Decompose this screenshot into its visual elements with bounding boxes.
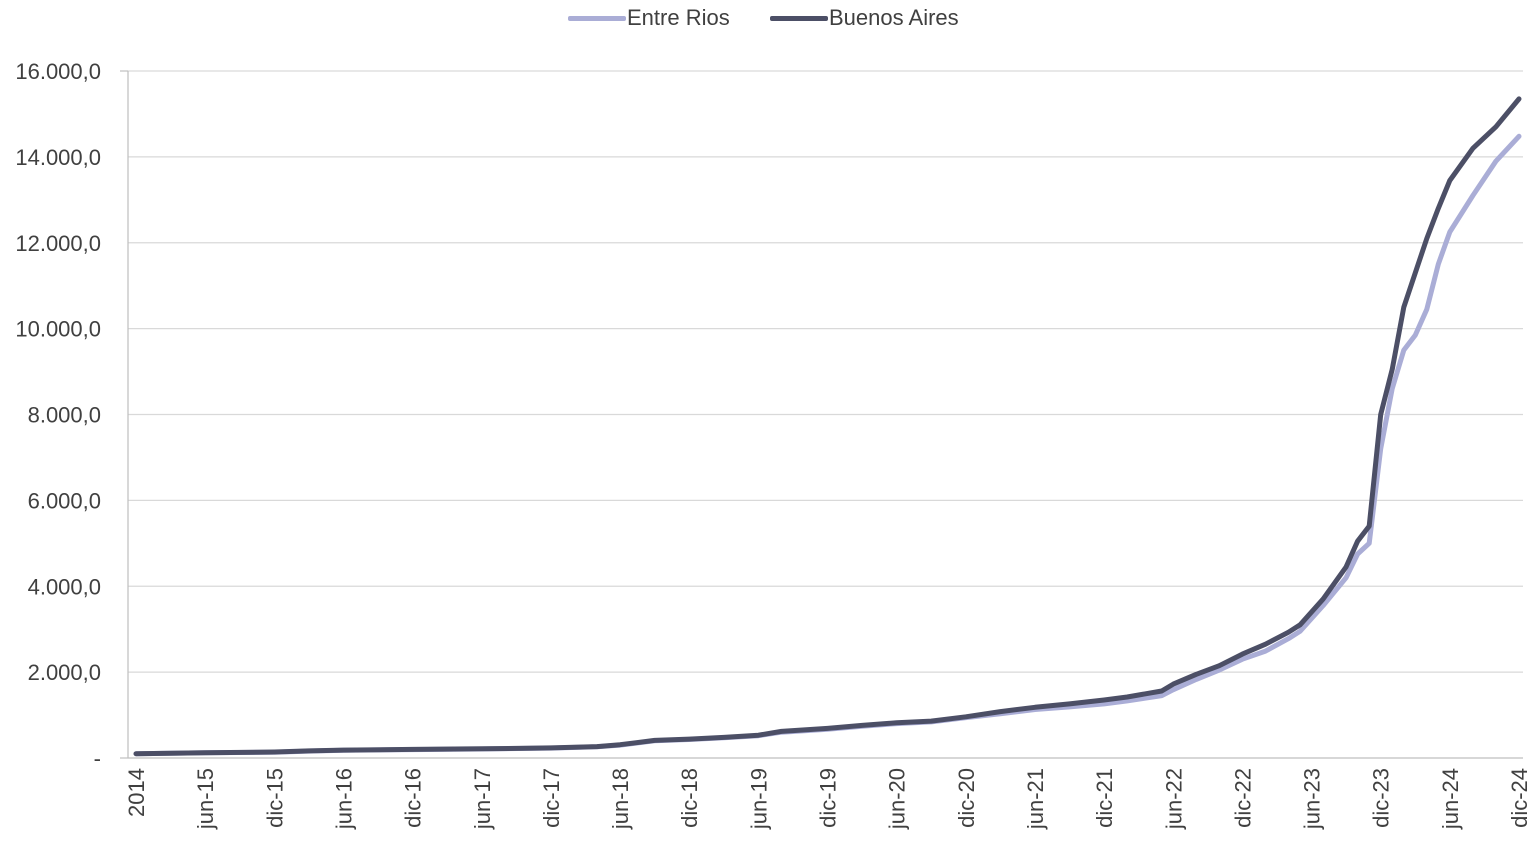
x-tick-label: jun-20	[885, 768, 910, 830]
x-tick-label: 2014	[124, 768, 149, 817]
y-tick-label: -	[94, 746, 101, 771]
x-tick-label: dic-17	[539, 768, 564, 828]
axes	[120, 70, 1523, 759]
y-axis-ticks: - 2.000,0 4.000,0 6.000,0 8.000,0 10.000,0 12.…	[15, 59, 101, 771]
x-tick-label: dic-16	[401, 768, 426, 828]
y-tick-label: 6.000,0	[28, 488, 101, 513]
x-tick-label: jun-15	[193, 768, 218, 830]
y-tick-label: 2.000,0	[28, 660, 101, 685]
x-tick-label: dic-21	[1092, 768, 1117, 828]
gridlines	[128, 70, 1523, 673]
x-tick-label: dic-15	[262, 768, 287, 828]
x-tick-label: jun-18	[608, 768, 633, 830]
y-tick-label: 16.000,0	[15, 59, 101, 84]
x-tick-label: jun-23	[1300, 768, 1325, 830]
series-line-buenos-aires	[133, 96, 1522, 757]
y-tick-label: 12.000,0	[15, 231, 101, 256]
x-tick-label: jun-16	[331, 768, 356, 830]
x-tick-label: jun-22	[1161, 768, 1186, 830]
x-tick-label: dic-20	[954, 768, 979, 828]
x-tick-label: jun-17	[470, 768, 495, 830]
x-tick-label: dic-23	[1369, 768, 1394, 828]
x-axis-ticks: 2014 jun-15 dic-15 jun-16 dic-16 jun-17 dic-17…	[124, 768, 1532, 830]
x-tick-label: jun-21	[1023, 768, 1048, 830]
y-tick-label: 4.000,0	[28, 574, 101, 599]
y-tick-label: 8.000,0	[28, 403, 101, 428]
x-tick-label: jun-24	[1438, 768, 1463, 830]
chart-legend: Entre Rios Buenos Aires	[0, 5, 1540, 31]
x-tick-label: dic-24	[1507, 768, 1532, 828]
legend-label-buenos-aires: Buenos Aires	[829, 5, 959, 30]
legend-item-entre-rios[interactable]: Entre Rios	[568, 5, 730, 31]
x-tick-label: jun-19	[746, 768, 771, 830]
x-tick-label: dic-19	[816, 768, 841, 828]
y-tick-label: 14.000,0	[15, 145, 101, 170]
legend-item-buenos-aires[interactable]: Buenos Aires	[770, 5, 959, 31]
series-lines	[133, 96, 1522, 757]
x-tick-label: dic-18	[677, 768, 702, 828]
legend-label-entre-rios: Entre Rios	[627, 5, 730, 30]
legend-swatch-entre-rios	[568, 15, 626, 21]
legend-swatch-buenos-aires	[770, 15, 828, 21]
series-line-entre-rios	[133, 133, 1522, 757]
x-tick-label: dic-22	[1230, 768, 1255, 828]
y-tick-label: 10.000,0	[15, 317, 101, 342]
